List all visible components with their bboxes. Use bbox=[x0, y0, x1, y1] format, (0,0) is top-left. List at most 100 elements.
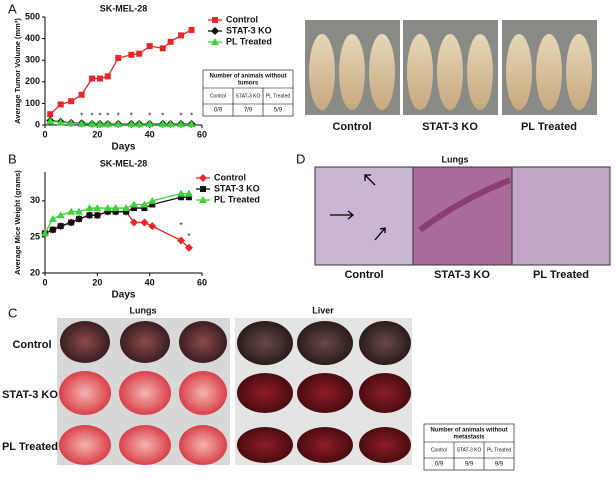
point bbox=[88, 119, 97, 127]
legend-label: STAT-3 KO bbox=[226, 25, 272, 35]
y-tick-label: 30 bbox=[30, 195, 40, 205]
table-cell: 9/9 bbox=[465, 462, 474, 468]
panel-label: D bbox=[296, 151, 305, 166]
table-title: Number of animals without bbox=[209, 74, 286, 80]
table-title: metastasis bbox=[453, 435, 485, 441]
x-axis-label: Days bbox=[112, 142, 136, 153]
panel-label: A bbox=[8, 1, 17, 16]
table-border bbox=[202, 69, 294, 117]
point bbox=[103, 120, 112, 128]
photo-label: Control bbox=[344, 269, 383, 281]
point bbox=[128, 51, 135, 58]
photo-label: Control bbox=[332, 121, 371, 133]
legend-label: PL Treated bbox=[214, 194, 260, 204]
x-tick-label: 0 bbox=[42, 277, 47, 287]
panel-title: Liver bbox=[312, 305, 334, 315]
legend-label: PL Treated bbox=[226, 36, 272, 46]
photo-label: PL Treated bbox=[521, 121, 577, 133]
point bbox=[49, 226, 56, 233]
point bbox=[57, 223, 64, 230]
point bbox=[68, 219, 75, 226]
x-tick-label: 20 bbox=[92, 129, 102, 139]
point bbox=[129, 200, 138, 208]
point bbox=[85, 204, 94, 212]
x-tick-label: 0 bbox=[42, 129, 47, 139]
point bbox=[103, 204, 112, 212]
point bbox=[41, 229, 49, 237]
point bbox=[89, 75, 96, 82]
point bbox=[114, 120, 123, 128]
point bbox=[56, 211, 65, 219]
point bbox=[68, 98, 75, 105]
point bbox=[104, 73, 111, 80]
point bbox=[77, 119, 86, 127]
point bbox=[136, 50, 143, 57]
table-header: Control bbox=[210, 93, 226, 99]
point bbox=[199, 174, 207, 182]
point bbox=[141, 205, 148, 212]
table-header: PL Treated bbox=[266, 93, 290, 99]
series-line bbox=[44, 211, 190, 249]
point bbox=[212, 17, 218, 23]
point bbox=[166, 120, 175, 128]
table-header: STAT-3 KO bbox=[236, 93, 261, 99]
y-tick-label: 100 bbox=[25, 98, 40, 108]
y-axis-label: Average Tumor Volume (mm³) bbox=[13, 18, 22, 124]
point bbox=[96, 75, 103, 82]
table-header: Control bbox=[431, 447, 447, 453]
table-cell: 0/9 bbox=[214, 108, 223, 114]
point bbox=[158, 120, 167, 128]
point bbox=[67, 119, 76, 127]
photo-label: STAT-3 KO bbox=[422, 121, 478, 133]
point bbox=[135, 120, 144, 128]
x-axis-label: Days bbox=[112, 290, 136, 301]
row-label: Control bbox=[12, 339, 51, 351]
y-tick-label: 0 bbox=[35, 119, 40, 129]
x-tick-label: 20 bbox=[92, 277, 102, 287]
legend-label: Control bbox=[214, 172, 246, 182]
point bbox=[178, 32, 185, 39]
y-tick-label: 200 bbox=[25, 76, 40, 86]
point bbox=[185, 194, 192, 201]
point bbox=[104, 208, 111, 215]
table-title: tumors bbox=[238, 81, 259, 87]
y-tick-label: 300 bbox=[25, 55, 40, 65]
point bbox=[86, 212, 93, 219]
table-header: STAT-3 KO bbox=[457, 447, 482, 453]
significance-mark: * bbox=[91, 111, 94, 120]
row-label: PL Treated bbox=[2, 441, 58, 453]
point bbox=[56, 118, 65, 126]
table-cell: 7/9 bbox=[244, 108, 253, 114]
significance-mark: * bbox=[148, 111, 151, 120]
chart-title: SK-MEL-28 bbox=[100, 3, 148, 13]
significance-mark: * bbox=[106, 111, 109, 120]
y-axis-label: Average Mice Weight (grams) bbox=[13, 170, 22, 275]
point bbox=[187, 120, 196, 128]
y-tick-label: 25 bbox=[30, 231, 40, 241]
point bbox=[140, 200, 149, 208]
point bbox=[177, 236, 186, 245]
point bbox=[94, 212, 101, 219]
chart-title: SK-MEL-28 bbox=[100, 158, 148, 168]
point bbox=[140, 218, 149, 227]
x-tick-label: 60 bbox=[197, 277, 207, 287]
legend-label: Control bbox=[226, 14, 258, 24]
point bbox=[48, 214, 57, 222]
point bbox=[148, 196, 157, 204]
point bbox=[115, 55, 122, 62]
mouse-photos bbox=[305, 20, 597, 115]
table-cell: 9/9 bbox=[495, 462, 504, 468]
point bbox=[67, 207, 76, 215]
point bbox=[149, 201, 156, 208]
point bbox=[127, 120, 136, 128]
point bbox=[146, 43, 153, 50]
point bbox=[177, 189, 186, 197]
significance-mark: * bbox=[161, 111, 164, 120]
panel-label: C bbox=[8, 305, 17, 320]
x-tick-label: 40 bbox=[145, 129, 155, 139]
x-tick-label: 60 bbox=[197, 129, 207, 139]
point bbox=[211, 38, 219, 45]
table-border bbox=[423, 423, 515, 471]
point bbox=[130, 205, 137, 212]
